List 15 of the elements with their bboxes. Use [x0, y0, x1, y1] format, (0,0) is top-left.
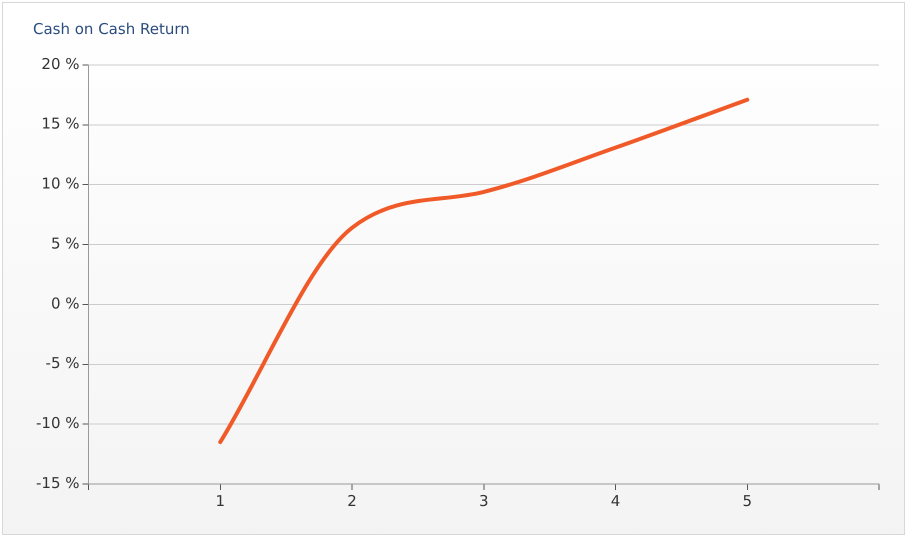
y-tick-label: -10 % — [36, 414, 80, 432]
x-tick-label: 2 — [347, 492, 357, 510]
y-tick-label: -15 % — [36, 474, 80, 492]
x-tick-label: 5 — [742, 492, 752, 510]
x-tick-label: 3 — [478, 492, 489, 510]
y-tick-label: 15 % — [41, 114, 80, 133]
line-series — [218, 98, 750, 444]
x-tick-label: 4 — [610, 492, 620, 510]
y-tick-label: 5 % — [50, 234, 80, 252]
y-tick-label: -5 % — [46, 354, 80, 372]
y-tick-label: 0 % — [50, 294, 80, 312]
y-tick-label: 20 % — [41, 54, 80, 73]
y-tick-label: 10 % — [41, 174, 80, 193]
chart-title: Cash on Cash Return — [33, 20, 190, 38]
x-tick-label: 1 — [215, 492, 226, 510]
